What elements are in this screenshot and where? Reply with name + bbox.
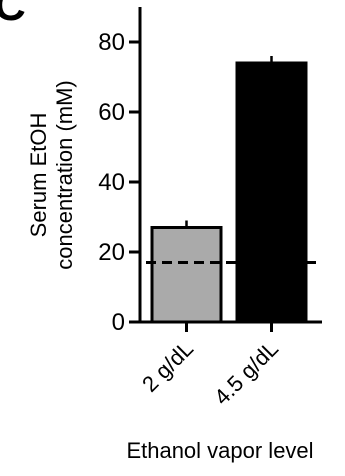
bars <box>150 56 308 324</box>
bar <box>235 61 308 324</box>
y-tick-label: 40 <box>98 169 125 196</box>
y-ticks: 0 20 40 60 80 <box>98 29 140 336</box>
y-axis-title-line-1: Serum EtOH <box>26 113 51 238</box>
y-axis-title-line-2: concentration (mM) <box>52 80 77 270</box>
panel-label: C <box>0 0 26 30</box>
x-axis-title: Ethanol vapor level <box>126 438 313 463</box>
x-tick-label: 4.5 g/dL <box>209 336 283 410</box>
y-tick-label: 20 <box>98 239 125 266</box>
bar <box>150 226 223 324</box>
y-tick-label: 60 <box>98 99 125 126</box>
y-tick-label: 80 <box>98 29 125 56</box>
y-axis-title: Serum EtOH concentration (mM) <box>26 80 77 270</box>
x-labels: 2 g/dL 4.5 g/dL <box>137 336 283 410</box>
y-tick-label: 0 <box>112 309 125 336</box>
x-tick-label: 2 g/dL <box>137 336 198 397</box>
